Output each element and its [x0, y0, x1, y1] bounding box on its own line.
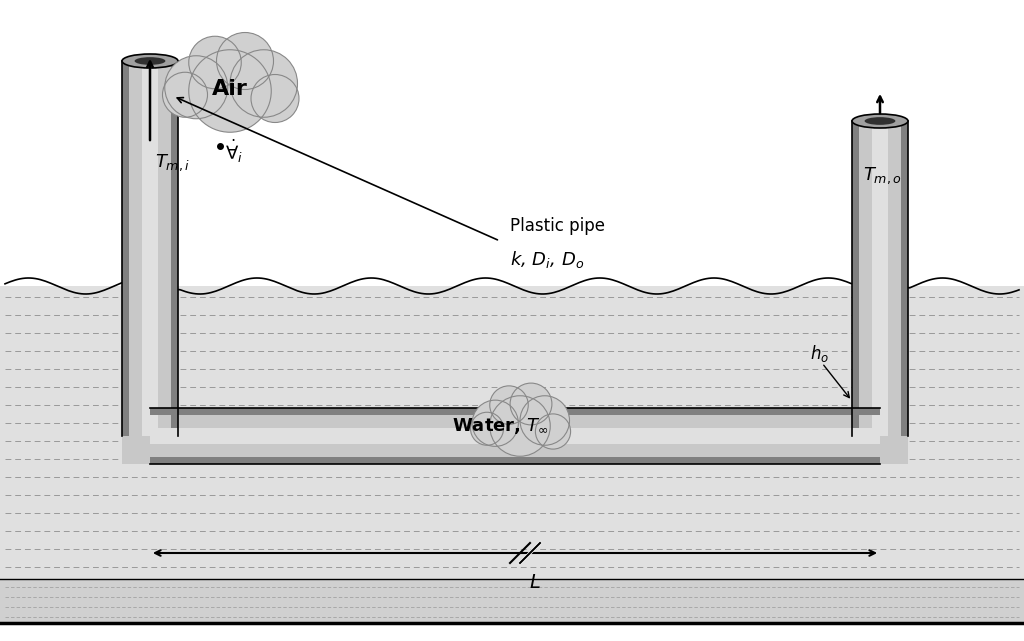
Bar	[122, 61, 129, 436]
Ellipse shape	[864, 117, 895, 125]
Bar	[122, 408, 178, 464]
Bar	[150, 408, 880, 464]
Bar	[852, 121, 859, 436]
Ellipse shape	[852, 114, 908, 128]
Bar	[852, 121, 908, 436]
Bar	[171, 61, 178, 436]
Bar	[871, 121, 889, 436]
Text: $h_o$: $h_o$	[810, 342, 829, 363]
Circle shape	[163, 72, 208, 117]
Bar	[150, 408, 880, 415]
Bar	[0, 286, 1024, 579]
Text: Plastic pipe: Plastic pipe	[510, 217, 605, 235]
Text: $T_{m,o}$: $T_{m,o}$	[862, 166, 901, 187]
Circle shape	[489, 386, 528, 424]
Text: Air: Air	[212, 79, 248, 99]
Bar	[122, 61, 178, 436]
Text: $T_{m,i}$: $T_{m,i}$	[155, 153, 190, 173]
Bar	[852, 408, 908, 464]
Circle shape	[472, 400, 518, 446]
Text: Water, $T_\infty$: Water, $T_\infty$	[452, 416, 549, 436]
Circle shape	[230, 50, 298, 117]
Bar	[901, 121, 908, 436]
Bar	[859, 61, 901, 408]
Circle shape	[165, 56, 227, 119]
Bar	[129, 61, 171, 408]
Circle shape	[536, 414, 570, 449]
Circle shape	[520, 395, 569, 445]
Circle shape	[188, 50, 271, 132]
Ellipse shape	[122, 54, 178, 68]
Bar	[150, 428, 880, 444]
Ellipse shape	[134, 57, 166, 65]
Circle shape	[510, 383, 552, 425]
Bar	[150, 457, 880, 464]
Circle shape	[216, 33, 273, 90]
Text: $L$: $L$	[529, 573, 541, 592]
Circle shape	[470, 412, 504, 445]
Bar	[0, 579, 1024, 623]
Text: $\dot{\forall}_i$: $\dot{\forall}_i$	[225, 137, 243, 165]
Circle shape	[188, 37, 242, 88]
Bar	[141, 61, 159, 436]
Text: $k$, $D_i$, $D_o$: $k$, $D_i$, $D_o$	[510, 249, 584, 269]
Circle shape	[489, 395, 550, 456]
Circle shape	[251, 74, 299, 122]
